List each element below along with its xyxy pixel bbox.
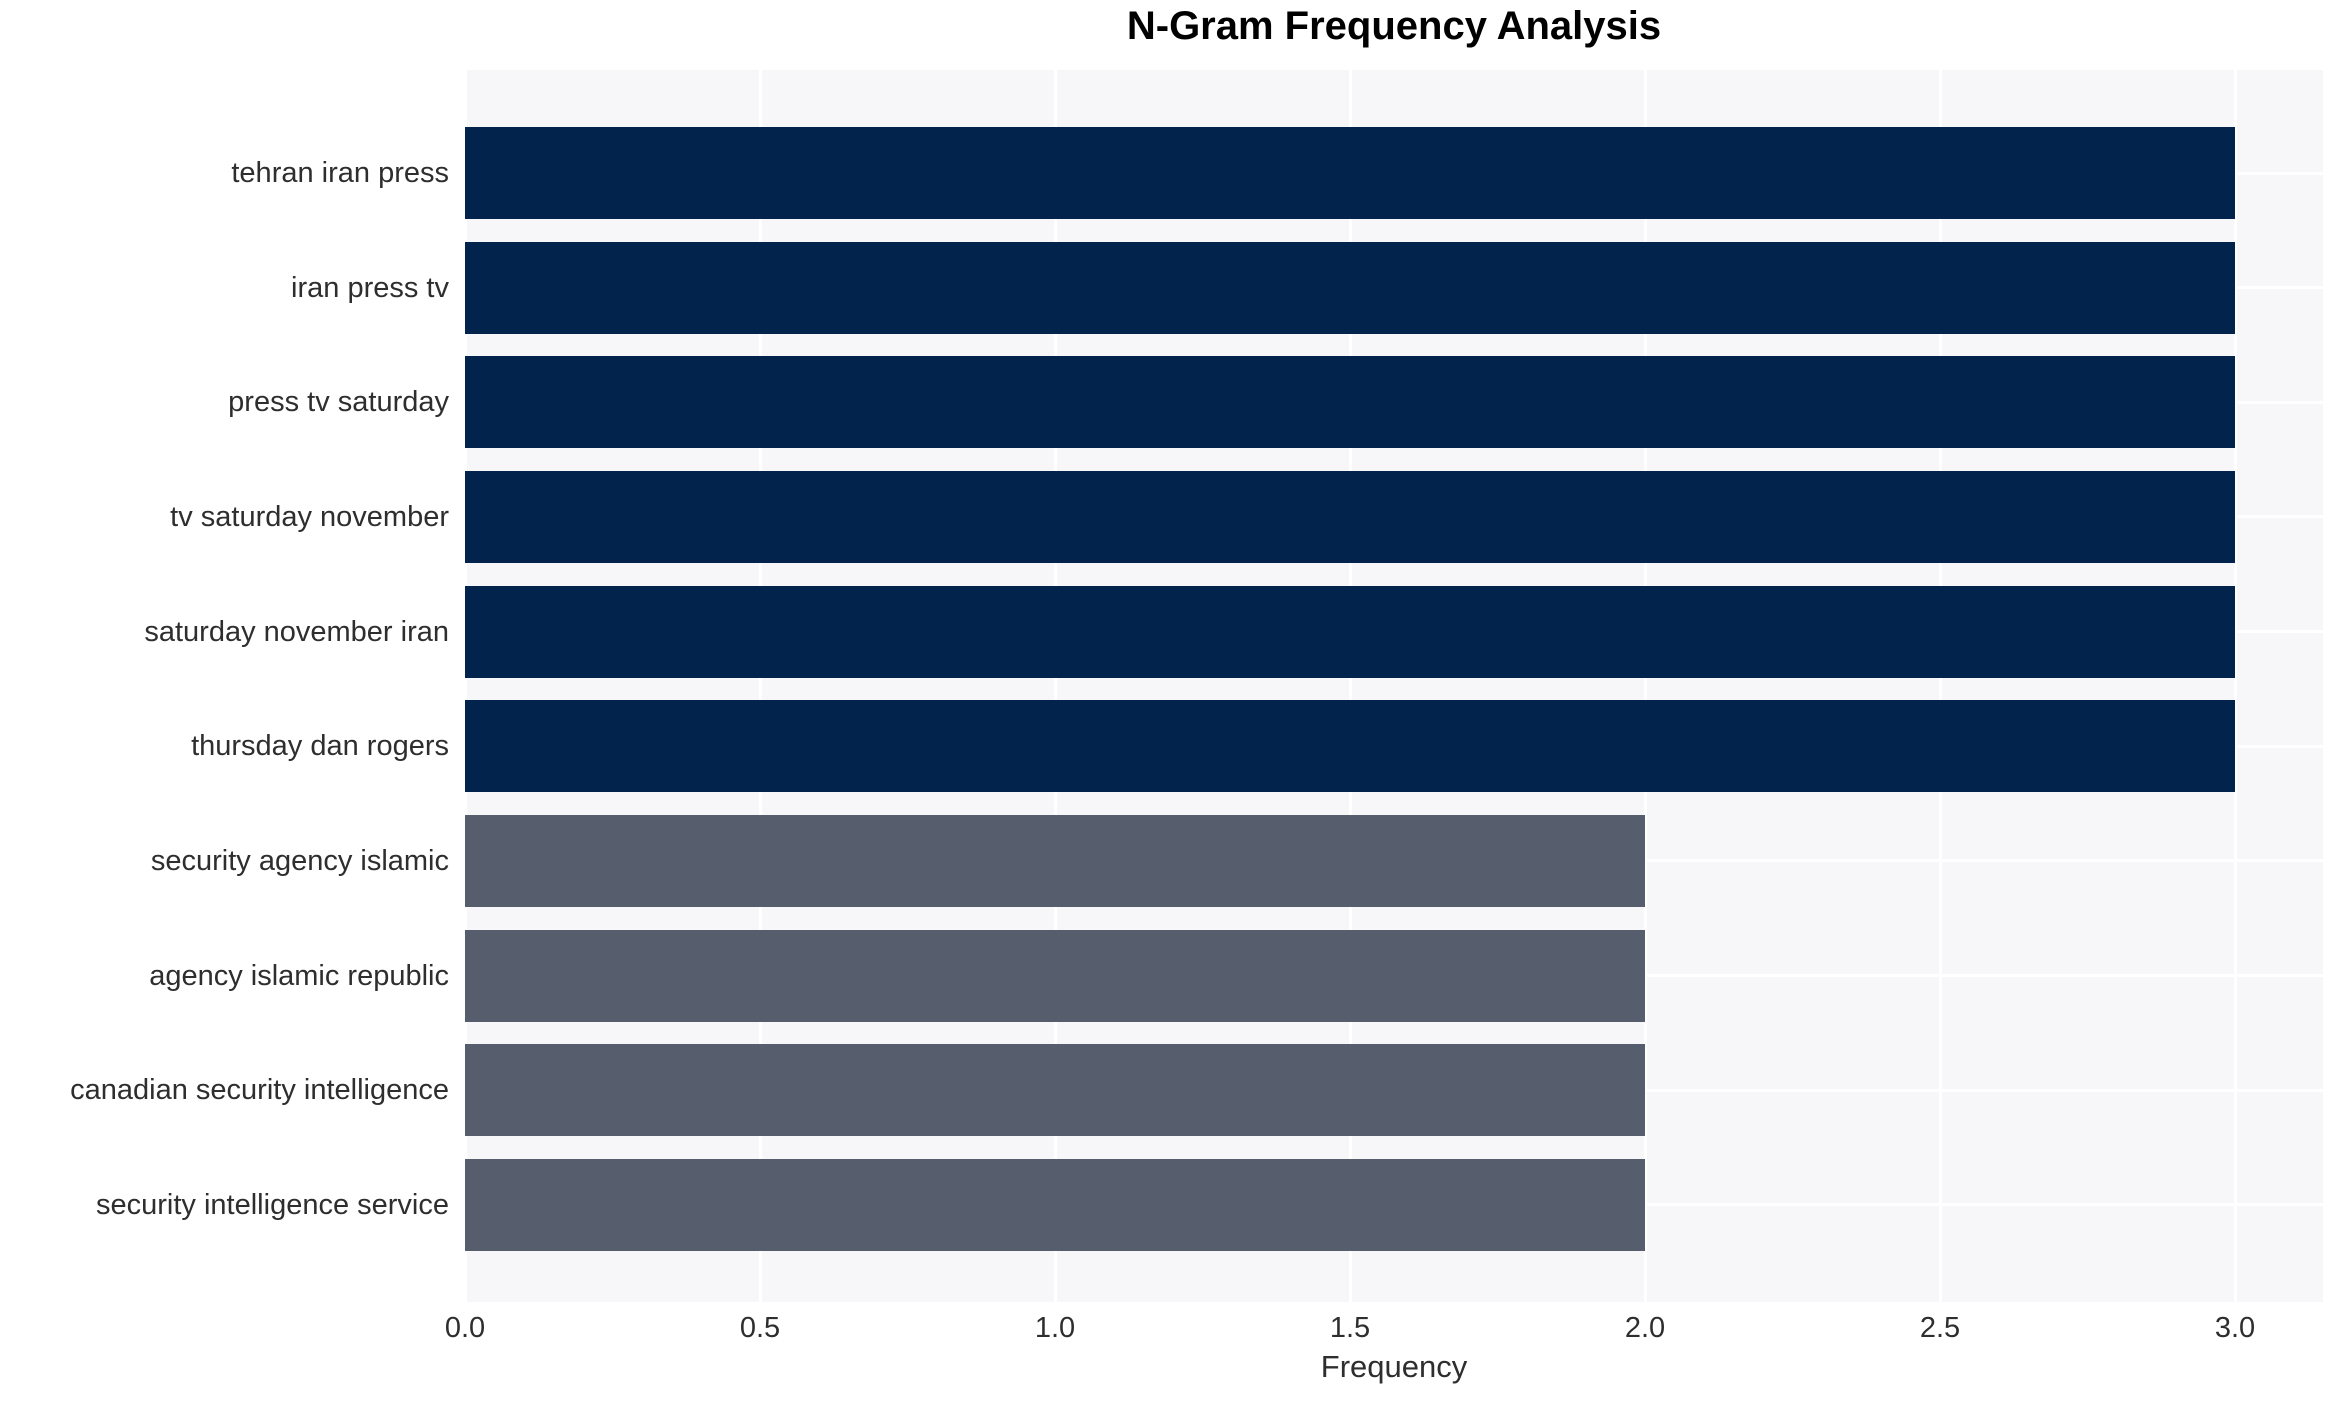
bar [465, 1044, 1645, 1137]
bar [465, 470, 2235, 563]
x-axis-label: Frequency [1320, 1349, 1468, 1384]
x-tick-label: 2.0 [1624, 1312, 1666, 1344]
bar [465, 585, 2235, 678]
y-tick-label: thursday dan rogers [191, 730, 449, 763]
y-tick-label: press tv saturday [228, 386, 449, 419]
y-tick-label: canadian security intelligence [70, 1074, 449, 1107]
y-tick-label: security agency islamic [150, 844, 449, 877]
bar [465, 127, 2235, 219]
x-tick-label: 1.0 [1034, 1312, 1076, 1344]
chart-title: N-Gram Frequency Analysis [1126, 4, 1662, 48]
y-tick-label: security intelligence service [96, 1188, 449, 1221]
gridline-vertical [463, 70, 467, 1302]
bar [465, 929, 1645, 1022]
bar [465, 814, 1645, 907]
y-tick-label: agency islamic republic [149, 959, 449, 992]
bar [465, 1158, 1645, 1251]
gridline-vertical [758, 70, 762, 1302]
y-tick-label: saturday november iran [144, 615, 449, 648]
bar [465, 356, 2235, 449]
y-tick-label: iran press tv [291, 271, 449, 304]
bar [465, 700, 2235, 793]
y-tick-label: tv saturday november [170, 500, 449, 533]
x-tick-label: 0.5 [739, 1312, 781, 1344]
bar [465, 241, 2235, 334]
x-tick-label: 1.5 [1329, 1312, 1371, 1344]
gridline-vertical [1348, 70, 1352, 1302]
gridline-vertical [2233, 70, 2237, 1302]
gridline-vertical [1938, 70, 1942, 1302]
gridline-vertical [1643, 70, 1647, 1302]
x-tick-label: 2.5 [1919, 1312, 1961, 1344]
x-tick-label: 0.0 [444, 1312, 486, 1344]
x-tick-label: 3.0 [2214, 1312, 2256, 1344]
gridline-vertical [1053, 70, 1057, 1302]
y-tick-label: tehran iran press [231, 157, 449, 189]
plot-area [463, 70, 2323, 1302]
